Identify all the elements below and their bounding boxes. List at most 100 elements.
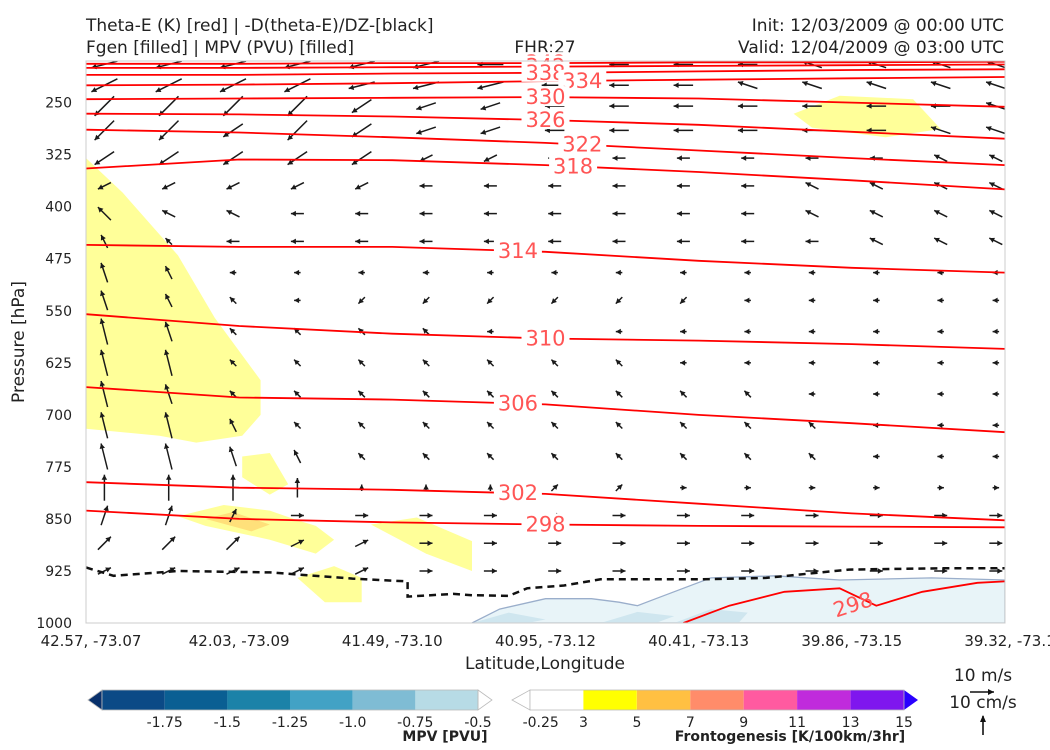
- wind-vector: [808, 297, 816, 304]
- wind-vector: [805, 209, 819, 218]
- wind-vector: [97, 567, 112, 575]
- wind-vector: [483, 154, 498, 163]
- wind-vector: [422, 359, 430, 367]
- wind-vector: [99, 380, 109, 408]
- wind-vector: [164, 293, 173, 308]
- wind-vector: [486, 452, 495, 461]
- wind-vector: [355, 512, 369, 519]
- wind-vector: [744, 269, 751, 276]
- theta-e-label-bg: [521, 109, 570, 129]
- y-tick-label: 400: [45, 200, 72, 216]
- wind-vector: [290, 512, 304, 519]
- wind-vector: [744, 328, 751, 335]
- wind-vector: [550, 296, 559, 305]
- fgen-strong-region: [205, 512, 270, 532]
- theta-e-label-bg: [558, 69, 607, 90]
- wind-vector: [676, 210, 690, 217]
- wind-vector: [486, 390, 495, 398]
- wind-vector: [612, 512, 626, 519]
- wind-vector: [802, 103, 822, 109]
- x-tick-label: 40.95, -73.12: [495, 632, 596, 650]
- wind-vector: [101, 474, 108, 501]
- wind-vector: [164, 321, 173, 342]
- colorbar-segment: [743, 690, 798, 710]
- wind-vector: [99, 412, 109, 439]
- wind-vector: [992, 485, 1000, 491]
- colorbar-segment: [636, 690, 691, 710]
- colorbar-segment: [227, 690, 290, 710]
- wind-vector: [354, 567, 369, 575]
- wind-vector: [550, 452, 559, 461]
- wind-vector: [354, 539, 369, 548]
- theta-e-label-bg: [493, 482, 542, 503]
- wind-vector: [166, 474, 172, 501]
- wind-vector: [676, 155, 690, 161]
- wind-vector: [483, 568, 497, 574]
- wind-vector: [226, 181, 240, 190]
- wind-vector: [354, 181, 369, 190]
- wind-vector: [679, 452, 688, 461]
- colorbar-tick-label: 7: [686, 715, 695, 731]
- y-tick-label: 700: [45, 408, 72, 424]
- wind-vector: [934, 568, 948, 574]
- wind-vector: [808, 391, 816, 397]
- title-right-line2: Valid: 12/04/2009 @ 03:00 UTC: [738, 38, 1004, 58]
- theta-e-label-298: 298: [525, 513, 565, 537]
- wind-vector: [737, 127, 758, 134]
- wind-vector: [808, 328, 816, 335]
- wind-vector: [930, 126, 951, 135]
- wind-vector: [743, 390, 752, 398]
- vector-key: 10 m/s 10 cm/s: [949, 666, 1017, 735]
- fgen-region: [242, 453, 289, 495]
- wind-vector: [287, 150, 308, 166]
- wind-vector: [744, 297, 751, 304]
- wind-vector: [164, 412, 173, 439]
- stability-contour: [86, 566, 1005, 598]
- wind-vector: [741, 210, 755, 217]
- y-tick-label: 625: [45, 356, 72, 372]
- theta-e-line-318: [86, 158, 1005, 191]
- wind-vector: [989, 568, 1003, 574]
- colorbar-segment: [102, 690, 165, 710]
- colorbar-segment: [850, 690, 904, 710]
- wind-vector: [988, 154, 1003, 163]
- wind-vector: [609, 127, 629, 134]
- wind-vector: [422, 327, 430, 336]
- wind-vector: [161, 181, 176, 190]
- y-tick-label: 325: [45, 148, 72, 164]
- wind-vector: [615, 328, 623, 335]
- wind-vector: [741, 155, 755, 161]
- colorbar-segment: [477, 689, 493, 711]
- wind-vector: [609, 103, 629, 109]
- wind-vector: [483, 210, 497, 217]
- wind-vector: [676, 568, 690, 574]
- wind-vector: [808, 360, 816, 366]
- theta-e-contour-labels: 3483423383343303263223183143103063022982…: [493, 51, 876, 622]
- colorbar-segment: [690, 690, 744, 710]
- colorbar-tick-label: 3: [579, 715, 588, 731]
- y-tick-label: 775: [45, 460, 72, 476]
- wind-vector: [351, 98, 372, 114]
- wind-vector: [992, 453, 1000, 460]
- wind-vector: [293, 421, 302, 430]
- wind-vector: [548, 568, 562, 574]
- wind-vector: [805, 238, 819, 245]
- theta-e-line-314: [86, 244, 1005, 274]
- fgen-region: [793, 95, 941, 138]
- colorbar-segment: [797, 690, 851, 710]
- mpv-region: [471, 575, 1005, 623]
- colorbar-segment: [352, 690, 416, 710]
- x-axis: 42.57, -73.07 42.03, -73.09 41.49, -73.10 4…: [41, 632, 1050, 650]
- wind-vector: [805, 181, 819, 190]
- wind-vector: [615, 452, 623, 461]
- wind-vector: [100, 262, 109, 283]
- colorbar-segment: [290, 690, 353, 710]
- wind-vector: [229, 327, 237, 336]
- wind-vector: [612, 183, 626, 189]
- mpv-strong-region: [472, 612, 546, 623]
- wind-vector: [988, 181, 1003, 190]
- wind-vector: [869, 181, 884, 190]
- wind-vector: [422, 452, 430, 461]
- wind-vector: [741, 238, 755, 245]
